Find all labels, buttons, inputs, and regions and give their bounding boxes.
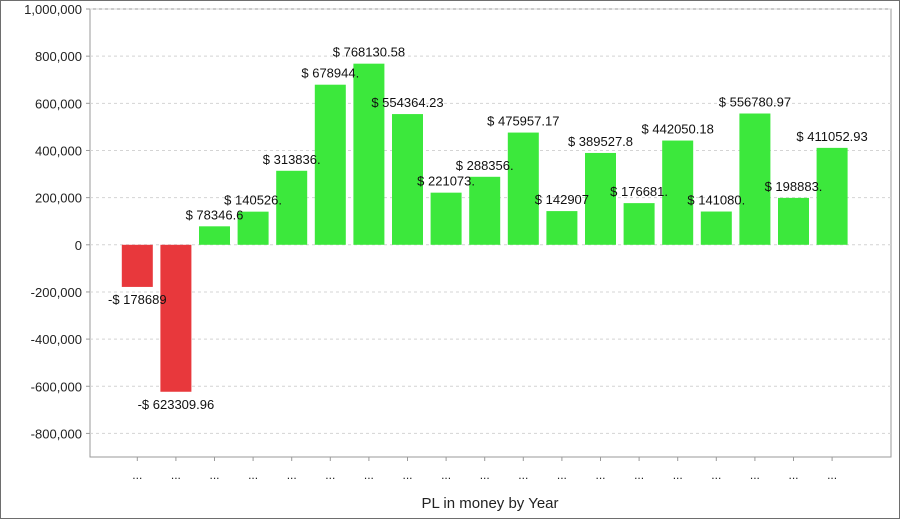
- y-axis: -800,000 -600,000 -400,000 -200,000 0 200,000…: [24, 2, 90, 441]
- x-axis-title: PL in money by Year: [421, 495, 558, 512]
- data-label: -$ 623309.96: [138, 397, 215, 412]
- data-label: $ 78346.6: [186, 207, 244, 222]
- bar: [816, 147, 848, 245]
- bar: [237, 211, 269, 245]
- bar: [199, 226, 230, 245]
- x-tick-label: ...: [788, 468, 798, 482]
- bar: [739, 113, 771, 245]
- bar: [700, 211, 732, 245]
- bar: [430, 192, 462, 245]
- x-tick-label: ...: [441, 468, 451, 482]
- y-tick-label: 1,000,000: [24, 2, 82, 17]
- data-label: $ 442050.18: [642, 122, 714, 137]
- x-tick-label: ...: [518, 468, 528, 482]
- data-labels: -$ 178689 -$ 623309.96 $ 78346.6$ 140526. $…: [108, 45, 868, 412]
- y-tick-label: 800,000: [35, 49, 82, 64]
- y-tick-label: 600,000: [35, 96, 82, 111]
- bar: [585, 152, 616, 245]
- y-tick-label: 400,000: [35, 143, 82, 158]
- x-tick-label: ...: [557, 468, 567, 482]
- data-label: $ 221073.: [417, 174, 475, 189]
- y-tick-label: -600,000: [31, 379, 82, 394]
- data-label: $ 198883.: [765, 179, 823, 194]
- data-label: $ 554364.23: [371, 95, 443, 110]
- data-label: $ 142907: [535, 192, 589, 207]
- x-tick-label: ...: [595, 468, 605, 482]
- data-label: $ 389527.8: [568, 134, 633, 149]
- bar: [392, 114, 423, 245]
- x-tick-label: ...: [248, 468, 258, 482]
- x-tick-label: ...: [402, 468, 412, 482]
- bar: [546, 211, 578, 245]
- x-tick-label: ...: [287, 468, 297, 482]
- bar: [121, 244, 153, 287]
- x-tick-label: ...: [480, 468, 490, 482]
- y-tick-label: -400,000: [31, 332, 82, 347]
- x-tick-label: ...: [325, 468, 335, 482]
- x-tick-label: ...: [750, 468, 760, 482]
- x-tick-label: ...: [171, 468, 181, 482]
- bar: [662, 140, 694, 245]
- bar: [623, 203, 655, 245]
- x-tick-label: ...: [364, 468, 374, 482]
- y-tick-label: 0: [75, 238, 82, 253]
- data-label: $ 475957.17: [487, 114, 559, 129]
- bar: [314, 84, 346, 245]
- data-label: $ 176681.: [610, 184, 668, 199]
- data-label: $ 288356.: [456, 158, 514, 173]
- bar: [276, 170, 308, 245]
- data-label: $ 140526.: [224, 193, 282, 208]
- x-tick-label: ...: [634, 468, 644, 482]
- y-tick-label: -800,000: [31, 426, 82, 441]
- data-label: $ 556780.97: [719, 95, 791, 110]
- bar: [353, 63, 385, 245]
- x-tick-label: ...: [209, 468, 219, 482]
- bar: [469, 176, 501, 245]
- x-tick-label: ...: [827, 468, 837, 482]
- x-axis: ........................................…: [132, 457, 837, 482]
- bars: [121, 63, 848, 392]
- data-label: $ 313836.: [263, 152, 321, 167]
- data-label: $ 141080.: [687, 193, 745, 208]
- bar: [160, 244, 192, 392]
- x-tick-label: ...: [673, 468, 683, 482]
- bar: [507, 132, 539, 245]
- x-tick-label: ...: [132, 468, 142, 482]
- data-label: $ 768130.58: [333, 45, 405, 60]
- y-tick-label: 200,000: [35, 191, 82, 206]
- data-label: $ 411052.93: [796, 129, 867, 144]
- bar: [778, 197, 809, 245]
- y-tick-label: -200,000: [31, 285, 82, 300]
- data-label: -$ 178689: [108, 292, 167, 307]
- data-label: $ 678944.: [301, 66, 359, 81]
- x-tick-label: ...: [711, 468, 721, 482]
